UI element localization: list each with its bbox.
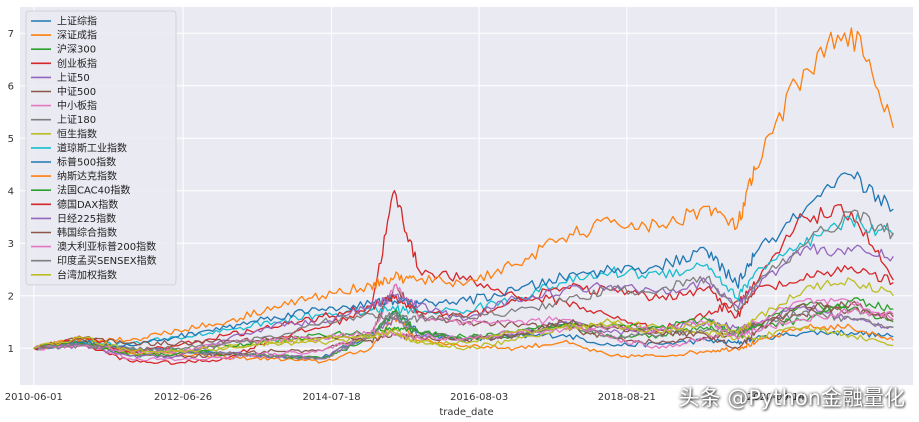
- legend-entry: 法国CAC40指数: [57, 184, 130, 197]
- legend-entry: 日经225指数: [57, 212, 116, 225]
- legend-entry: 上证180: [57, 114, 96, 126]
- x-tick-label: 2016-08-03: [450, 392, 508, 403]
- series-line: [33, 302, 894, 350]
- y-tick-label: 4: [8, 186, 14, 197]
- y-tick-label: 6: [8, 81, 14, 92]
- series-line: [33, 171, 894, 351]
- x-axis: 2010-06-01 2012-06-26 2014-07-18 2016-08-03…: [5, 392, 805, 403]
- x-axis-title: trade_date: [439, 407, 493, 418]
- series-line: [33, 213, 894, 351]
- series-line: [33, 209, 894, 352]
- legend-box: [25, 10, 177, 286]
- legend-entry: 上证50: [57, 72, 90, 84]
- legend-entry: 上证综指: [57, 15, 97, 28]
- x-tick-label: 2018-08-21: [598, 392, 656, 403]
- series-line: [33, 243, 894, 359]
- legend-entry: 印度孟买SENSEX指数: [57, 254, 157, 267]
- legend-entry: 澳大利亚标普200指数: [57, 240, 156, 253]
- y-tick-label: 2: [8, 291, 14, 302]
- legend-entry: 中小板指: [57, 99, 97, 112]
- legend-entry: 标普500指数: [57, 156, 116, 169]
- x-tick-label: 2020-09-14: [747, 392, 805, 403]
- legend-entry: 韩国综合指数: [57, 226, 117, 239]
- y-tick-label: 7: [8, 29, 14, 40]
- watermark: 头条 @Python金融量化: [678, 386, 905, 410]
- legend-entry: 深证成指: [57, 29, 97, 42]
- series-line: [33, 27, 894, 351]
- legend-entry: 纳斯达克指数: [57, 170, 117, 183]
- series-lines: [33, 27, 894, 366]
- legend-entry: 台湾加权指数: [57, 268, 117, 281]
- legend-entry: 德国DAX指数: [57, 198, 118, 211]
- legend-entry: 道琼斯工业指数: [57, 141, 127, 154]
- y-axis: 1 2 3 4 5 6 7: [8, 29, 14, 355]
- x-tick-label: 2014-07-18: [303, 392, 361, 403]
- y-tick-label: 5: [8, 134, 14, 145]
- legend-entry: 恒生指数: [57, 127, 97, 140]
- series-line: [33, 316, 894, 364]
- x-tick-label: 2010-06-01: [5, 392, 63, 403]
- legend-entry: 沪深300: [57, 43, 96, 56]
- y-tick-label: 1: [8, 344, 14, 355]
- series-line: [33, 277, 894, 354]
- y-tick-label: 3: [8, 239, 14, 250]
- legend-entry: 中证500: [57, 85, 96, 98]
- series-line: [33, 307, 894, 354]
- x-tick-label: 2012-06-26: [154, 392, 212, 403]
- legend: 上证综指深证成指沪深300创业板指上证50中证500中小板指上证180恒生指数道…: [25, 10, 177, 286]
- legend-entry: 创业板指: [57, 57, 97, 70]
